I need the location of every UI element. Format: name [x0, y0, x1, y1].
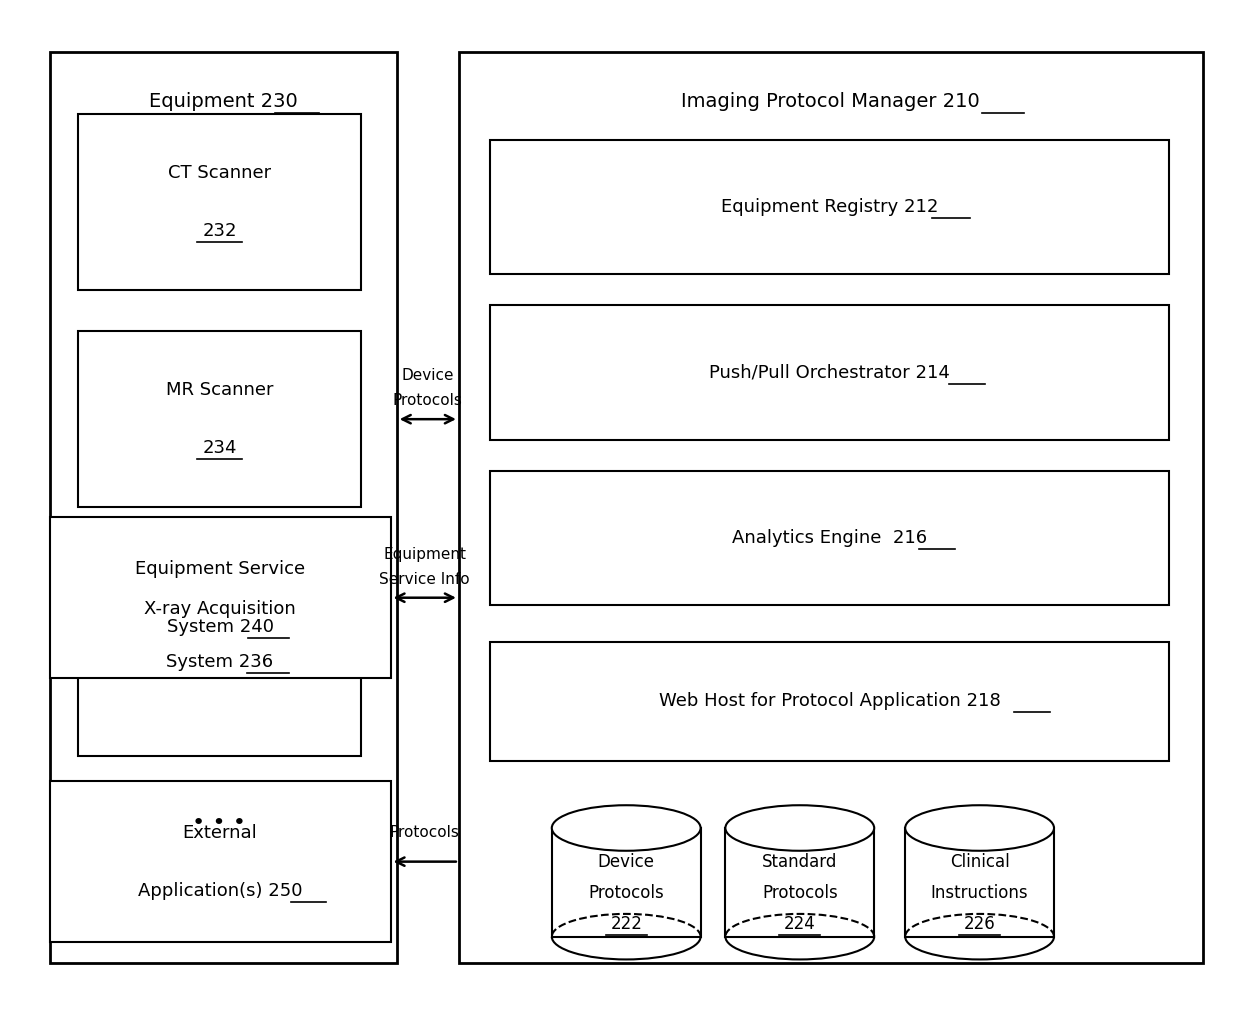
Text: • • •: • • •	[192, 812, 247, 833]
Bar	[552, 828, 701, 937]
Bar	[78, 114, 361, 290]
Text: System 240: System 240	[166, 618, 274, 635]
Text: Protocols: Protocols	[393, 393, 463, 408]
Text: Push/Pull Orchestrator 214: Push/Pull Orchestrator 214	[709, 363, 950, 382]
Text: Imaging Protocol Manager 210: Imaging Protocol Manager 210	[682, 92, 980, 111]
Text: 222: 222	[610, 915, 642, 933]
Text: Protocols: Protocols	[389, 825, 460, 840]
Text: 234: 234	[202, 439, 237, 457]
Text: Device: Device	[402, 368, 454, 383]
Bar	[490, 305, 1169, 440]
Text: External: External	[182, 824, 258, 841]
Bar	[50, 52, 397, 963]
Text: Clinical: Clinical	[950, 853, 1009, 870]
Text: Application(s) 250: Application(s) 250	[138, 882, 303, 899]
Text: X-ray Acquisition: X-ray Acquisition	[144, 599, 295, 618]
Bar	[490, 642, 1169, 761]
Ellipse shape	[905, 805, 1054, 851]
Text: 232: 232	[202, 221, 237, 240]
Bar	[725, 828, 874, 937]
Bar	[490, 471, 1169, 605]
Bar	[50, 518, 391, 678]
Text: Service Info: Service Info	[379, 571, 470, 587]
Text: 224: 224	[784, 915, 816, 933]
Text: Equipment 230: Equipment 230	[149, 92, 298, 111]
Text: Instructions: Instructions	[931, 884, 1028, 901]
Text: Protocols: Protocols	[588, 884, 665, 901]
Text: Analytics Engine  216: Analytics Engine 216	[732, 529, 928, 548]
Text: System 236: System 236	[166, 653, 273, 672]
Text: Standard: Standard	[763, 853, 837, 870]
Text: Equipment Registry 212: Equipment Registry 212	[720, 198, 939, 216]
Bar	[50, 781, 391, 942]
Bar	[78, 331, 361, 507]
Ellipse shape	[552, 805, 701, 851]
Bar	[459, 52, 1203, 963]
Text: 226: 226	[963, 915, 996, 933]
Text: MR Scanner: MR Scanner	[166, 381, 273, 400]
Text: Web Host for Protocol Application 218: Web Host for Protocol Application 218	[658, 692, 1001, 710]
Text: Equipment: Equipment	[383, 546, 466, 562]
Bar	[78, 549, 361, 756]
Text: Protocols: Protocols	[761, 884, 838, 901]
Bar	[490, 140, 1169, 274]
Text: Device: Device	[598, 853, 655, 870]
Text: CT Scanner: CT Scanner	[167, 164, 272, 182]
Bar	[905, 828, 1054, 937]
Ellipse shape	[725, 805, 874, 851]
Text: Equipment Service: Equipment Service	[135, 560, 305, 578]
